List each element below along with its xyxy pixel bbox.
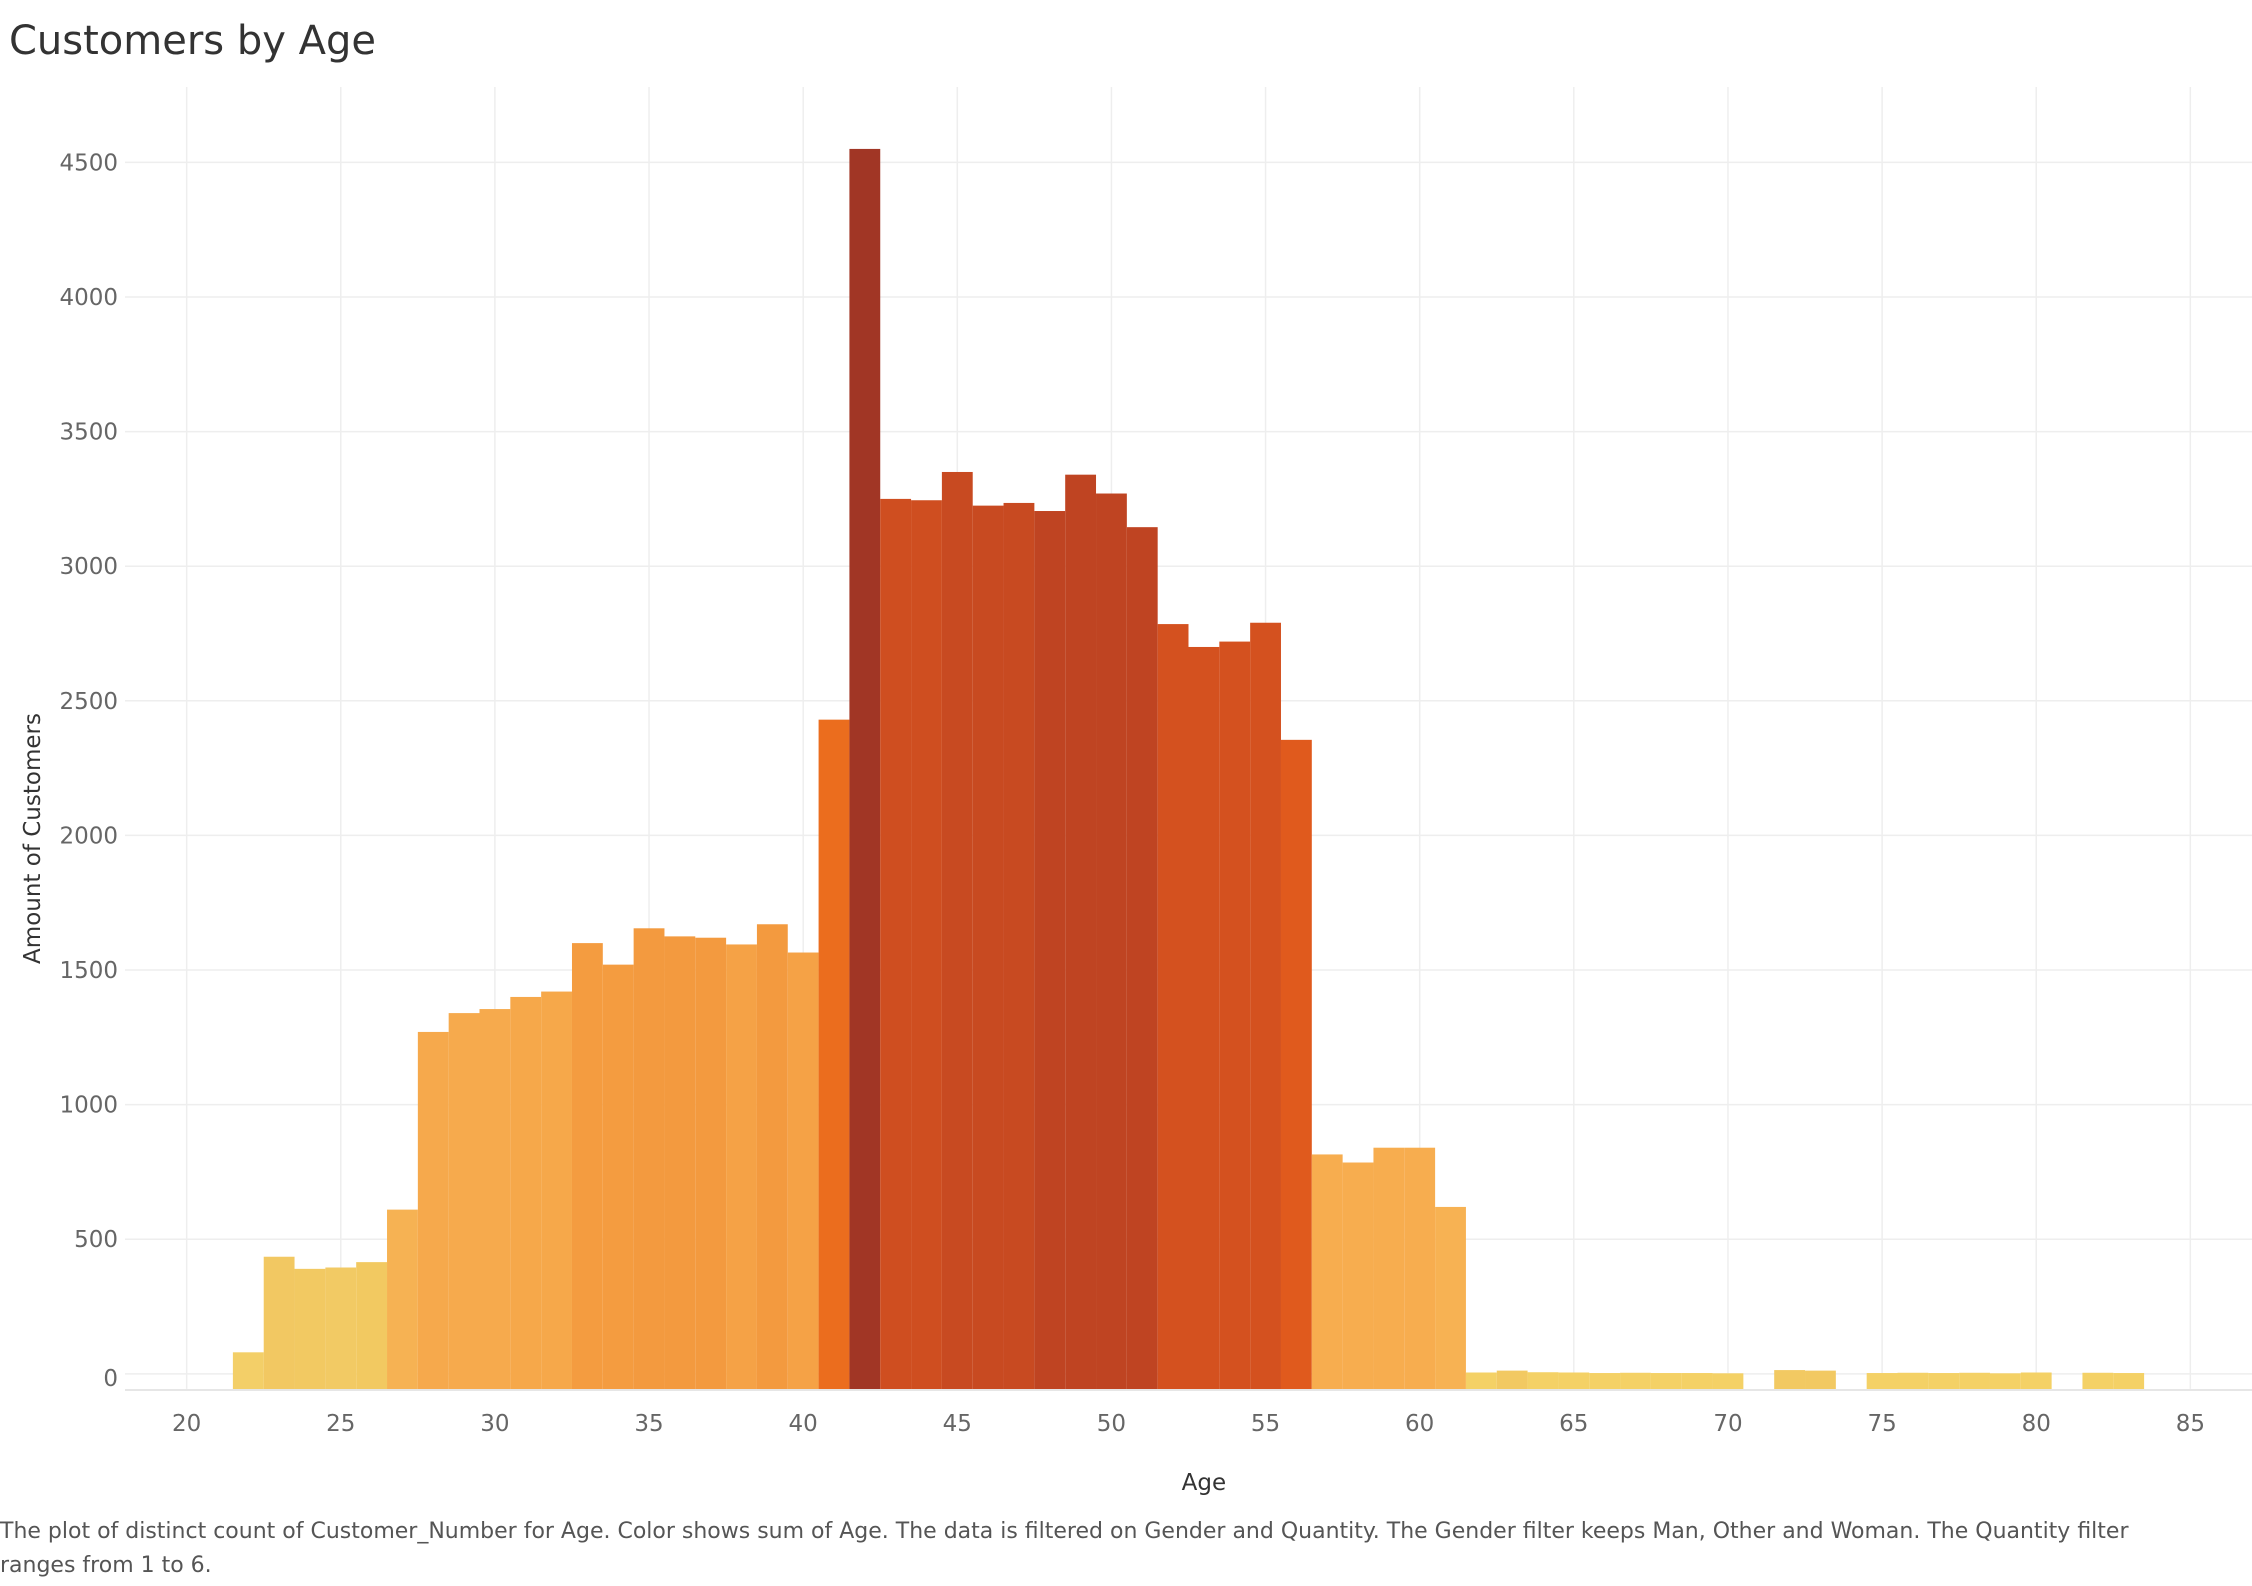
bar-age-83[interactable] xyxy=(2113,1373,2145,1390)
bar-age-32[interactable] xyxy=(541,991,572,1390)
bar-age-73[interactable] xyxy=(1805,1370,1836,1390)
bar-age-39[interactable] xyxy=(756,924,788,1390)
bar-age-80[interactable] xyxy=(2020,1372,2052,1390)
chart-caption: The plot of distinct count of Customer_N… xyxy=(0,1519,2129,1578)
bar-age-66[interactable] xyxy=(1589,1373,1621,1390)
y-axis-ticks: 0 500 1000 1500 2000 2500 3000 3500 4000 4500 xyxy=(59,150,118,1391)
x-axis-ticks: 20 25 30 35 40 45 50 55 60 65 70 75 80 85 xyxy=(172,1411,2205,1437)
y-tick-label: 0 xyxy=(103,1366,118,1392)
bar-age-50[interactable] xyxy=(1096,493,1127,1390)
bar-age-27[interactable] xyxy=(387,1209,418,1390)
x-tick-label: 80 xyxy=(2022,1411,2051,1437)
bar-age-29[interactable] xyxy=(448,1013,480,1390)
bar-age-31[interactable] xyxy=(510,996,542,1390)
x-tick-label: 25 xyxy=(326,1411,355,1437)
bar-age-78[interactable] xyxy=(1959,1372,1990,1390)
bar-age-52[interactable] xyxy=(1157,624,1189,1390)
x-tick-label: 70 xyxy=(1713,1411,1742,1437)
bar-age-42[interactable] xyxy=(849,148,881,1390)
bar-age-70[interactable] xyxy=(1712,1373,1744,1390)
bar-age-57[interactable] xyxy=(1311,1154,1343,1390)
bar-age-65[interactable] xyxy=(1558,1372,1590,1390)
bar-age-51[interactable] xyxy=(1126,527,1158,1390)
bar-age-47[interactable] xyxy=(1003,502,1035,1390)
bar-age-62[interactable] xyxy=(1465,1372,1497,1390)
bar-age-64[interactable] xyxy=(1527,1372,1559,1390)
bar-age-30[interactable] xyxy=(479,1009,511,1390)
x-axis-title: Age xyxy=(1182,1470,1226,1496)
bar-age-40[interactable] xyxy=(787,952,819,1390)
bar-age-54[interactable] xyxy=(1219,641,1251,1390)
x-tick-label: 40 xyxy=(789,1411,818,1437)
bar-age-43[interactable] xyxy=(880,498,912,1390)
bar-age-26[interactable] xyxy=(356,1262,388,1390)
x-tick-label: 85 xyxy=(2176,1411,2205,1437)
bar-age-60[interactable] xyxy=(1404,1147,1436,1390)
bar-age-35[interactable] xyxy=(633,928,665,1390)
bar-age-41[interactable] xyxy=(818,719,850,1390)
y-tick-label: 3500 xyxy=(59,420,118,446)
bar-age-63[interactable] xyxy=(1496,1370,1528,1390)
bar-age-55[interactable] xyxy=(1250,622,1281,1390)
x-tick-label: 45 xyxy=(943,1411,972,1437)
bar-age-45[interactable] xyxy=(941,471,973,1390)
bar-age-22[interactable] xyxy=(232,1352,264,1390)
y-tick-label: 4000 xyxy=(59,285,118,311)
bar-age-34[interactable] xyxy=(602,964,634,1390)
y-tick-label: 2500 xyxy=(59,689,118,715)
x-tick-label: 60 xyxy=(1405,1411,1434,1437)
bar-age-36[interactable] xyxy=(664,936,696,1390)
x-tick-label: 20 xyxy=(172,1411,201,1437)
bar-age-33[interactable] xyxy=(571,943,603,1390)
bar-age-23[interactable] xyxy=(263,1256,295,1390)
bar-age-46[interactable] xyxy=(972,505,1004,1390)
bar-age-82[interactable] xyxy=(2082,1372,2114,1390)
y-tick-label: 1500 xyxy=(59,958,118,984)
bar-age-49[interactable] xyxy=(1065,474,1097,1390)
bar-age-75[interactable] xyxy=(1866,1373,1898,1390)
bar-age-24[interactable] xyxy=(294,1268,326,1390)
bar-age-28[interactable] xyxy=(417,1031,449,1390)
bar-age-56[interactable] xyxy=(1280,739,1312,1390)
bar-age-44[interactable] xyxy=(911,500,942,1390)
bar-age-48[interactable] xyxy=(1034,511,1066,1390)
bar-age-69[interactable] xyxy=(1681,1373,1713,1390)
y-axis-title: Amount of Customers xyxy=(20,713,46,964)
x-tick-label: 75 xyxy=(1867,1411,1896,1437)
x-tick-label: 55 xyxy=(1251,1411,1280,1437)
bar-age-68[interactable] xyxy=(1650,1373,1682,1390)
y-tick-label: 1000 xyxy=(59,1093,118,1119)
y-tick-label: 3000 xyxy=(59,554,118,580)
x-tick-label: 65 xyxy=(1559,1411,1588,1437)
bar-age-53[interactable] xyxy=(1188,646,1220,1390)
chart-title: Customers by Age xyxy=(9,18,376,64)
bar-age-67[interactable] xyxy=(1620,1372,1651,1390)
bar-age-79[interactable] xyxy=(1989,1373,2021,1390)
bar-age-77[interactable] xyxy=(1928,1373,1960,1390)
bar-age-25[interactable] xyxy=(325,1267,357,1390)
x-tick-label: 35 xyxy=(634,1411,663,1437)
bar-age-38[interactable] xyxy=(726,944,757,1390)
y-tick-label: 500 xyxy=(74,1227,118,1253)
x-tick-label: 50 xyxy=(1097,1411,1126,1437)
bar-age-59[interactable] xyxy=(1373,1147,1405,1390)
y-tick-label: 4500 xyxy=(59,150,118,176)
bar-age-61[interactable] xyxy=(1435,1206,1466,1390)
bar-age-72[interactable] xyxy=(1774,1370,1806,1390)
bar-age-58[interactable] xyxy=(1342,1162,1374,1390)
bar-age-76[interactable] xyxy=(1897,1372,1929,1390)
bar-age-37[interactable] xyxy=(695,937,727,1390)
x-tick-label: 30 xyxy=(480,1411,509,1437)
y-tick-label: 2000 xyxy=(59,823,118,849)
bars xyxy=(232,148,2145,1390)
